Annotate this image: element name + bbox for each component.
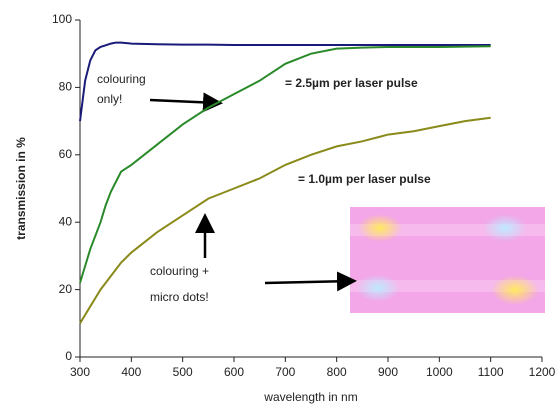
line — [79, 116, 491, 324]
y-tick-label: 100 — [52, 12, 72, 26]
annotation: colouring + — [150, 264, 209, 278]
arrows — [149, 92, 357, 292]
y-tick-label: 20 — [59, 282, 73, 296]
y-tick-label: 80 — [59, 80, 73, 94]
x-tick-label: 700 — [275, 365, 295, 379]
x-tick-label: 1100 — [478, 365, 504, 379]
x-tick-label: 400 — [121, 365, 141, 379]
x-tick-label: 500 — [173, 365, 193, 379]
x-tick-label: 800 — [327, 365, 347, 379]
annotation: colouring — [97, 72, 146, 86]
x-tick-label: 900 — [378, 365, 398, 379]
sample-photo — [350, 207, 545, 313]
annotation: = 1.0µm per laser pulse — [298, 172, 431, 186]
annotation: only! — [97, 92, 122, 106]
line — [79, 41, 491, 122]
x-tick-label: 300 — [70, 365, 90, 379]
line — [79, 45, 491, 284]
y-tick-label: 0 — [65, 349, 72, 363]
annotation: = 2.5µm per laser pulse — [285, 76, 418, 90]
y-tick-label: 60 — [59, 147, 73, 161]
x-axis-label: wavelength in nm — [263, 390, 357, 404]
y-axis-label: transmission in % — [14, 137, 28, 240]
annotation: micro dots! — [150, 290, 209, 304]
x-tick-label: 1000 — [426, 365, 453, 379]
y-tick-label: 40 — [59, 214, 73, 228]
x-tick-label: 1200 — [529, 365, 556, 379]
x-tick-label: 600 — [224, 365, 244, 379]
